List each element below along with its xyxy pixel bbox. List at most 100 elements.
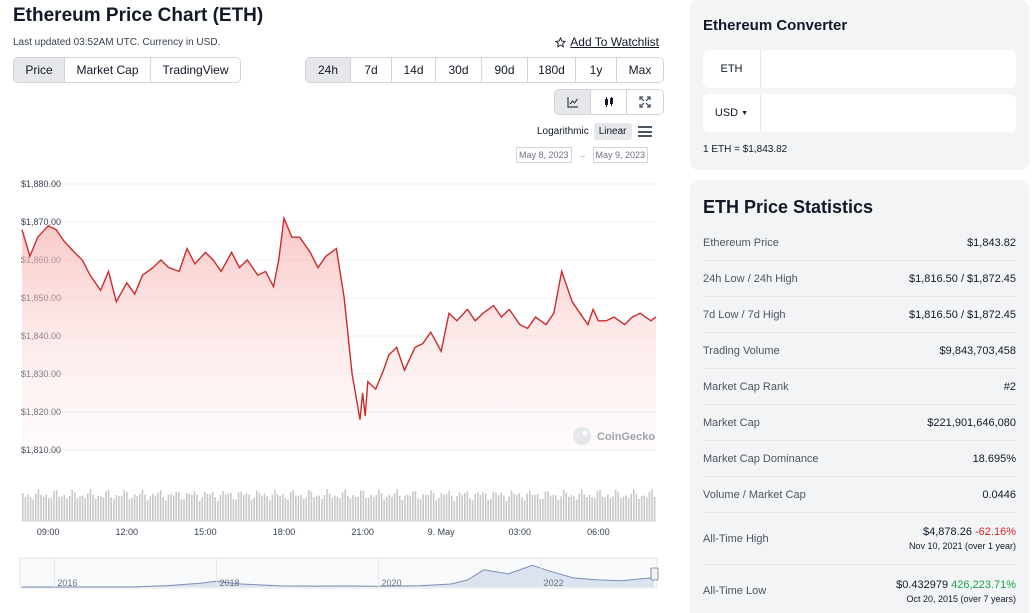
volume-bar <box>508 496 510 521</box>
stat-label: 7d Low / 7d High <box>703 308 786 321</box>
range-14d[interactable]: 14d <box>392 58 436 82</box>
all-time-low-row: All-Time Low $0.432979 426,223.71% Oct 2… <box>703 565 1016 613</box>
volume-bar <box>391 496 393 521</box>
navigator-tick-label: 2016 <box>57 578 77 588</box>
stat-row: Volume / Market Cap 0.0446 <box>703 477 1016 513</box>
atl-value: $0.432979 <box>896 578 949 591</box>
volume-bar <box>313 497 315 521</box>
ath-value: $4,878.26 <box>923 526 972 538</box>
range-180d[interactable]: 180d <box>528 58 576 82</box>
tab-tradingview[interactable]: TradingView <box>151 58 240 82</box>
volume-bar <box>432 493 435 521</box>
volume-bar <box>373 497 375 521</box>
range-90d[interactable]: 90d <box>482 58 528 82</box>
line-chart-button[interactable] <box>555 90 591 114</box>
tab-market-cap[interactable]: Market Cap <box>65 58 151 82</box>
range-max[interactable]: Max <box>617 58 663 82</box>
volume-bar <box>287 499 289 521</box>
navigator-handle[interactable] <box>650 567 659 581</box>
volume-bar <box>557 499 560 521</box>
volume-bar <box>214 497 216 521</box>
volume-bar <box>456 496 458 521</box>
volume-bar <box>198 500 201 521</box>
usd-amount-input[interactable] <box>761 94 1016 132</box>
stat-label: 24h Low / 24h High <box>703 272 798 285</box>
x-tick-label: 15:00 <box>194 527 217 537</box>
volume-bar <box>97 495 99 521</box>
fullscreen-button[interactable] <box>627 90 663 114</box>
volume-bar <box>89 489 92 521</box>
linear-option[interactable]: Linear <box>593 123 632 140</box>
price-statistics-card: ETH Price Statistics Ethereum Price $1,84… <box>690 180 1029 613</box>
volume-bar <box>477 492 479 521</box>
volume-bar <box>289 492 292 521</box>
stat-value: $1,816.50 / $1,872.45 <box>908 272 1016 285</box>
volume-bar <box>591 497 593 521</box>
stat-value: $9,843,703,458 <box>939 344 1016 357</box>
volume-bar <box>531 494 534 521</box>
volume-bar <box>84 498 86 521</box>
stat-row: Market Cap Rank #2 <box>703 369 1016 405</box>
price-chart[interactable]: $1,880.00$1,870.00$1,860.00$1,850.00$1,8… <box>0 170 670 610</box>
usd-amount-row: USD ▼ <box>703 94 1016 132</box>
range-7d[interactable]: 7d <box>351 58 392 82</box>
volume-bar <box>640 495 643 521</box>
date-from-input[interactable]: May 8, 2023 <box>516 147 572 163</box>
volume-bar <box>222 491 224 521</box>
volume-bar <box>643 495 645 521</box>
volume-bar <box>539 499 541 521</box>
volume-bar <box>443 494 445 521</box>
volume-bar <box>253 497 255 521</box>
volume-bar <box>266 496 268 521</box>
volume-bar <box>120 495 123 521</box>
volume-bar <box>586 497 588 521</box>
range-24h[interactable]: 24h <box>306 58 351 82</box>
scale-switch: Logarithmic Linear <box>537 123 652 140</box>
chart-menu-icon[interactable] <box>637 126 652 137</box>
volume-bar <box>401 499 404 521</box>
volume-bar <box>534 494 536 521</box>
tab-price[interactable]: Price <box>14 58 65 82</box>
volume-bar <box>292 490 294 521</box>
volume-bar <box>409 496 411 521</box>
volume-bar <box>451 495 453 521</box>
volume-bar <box>609 498 612 521</box>
date-to-input[interactable]: May 9, 2023 <box>592 147 649 163</box>
volume-bar <box>526 493 528 521</box>
stat-row: 7d Low / 7d High $1,816.50 / $1,872.45 <box>703 297 1016 333</box>
converter-title: Ethereum Converter <box>703 17 848 34</box>
stat-value: $221,901,646,080 <box>927 416 1016 429</box>
atl-date: Oct 20, 2015 (over 7 years) <box>906 593 1016 604</box>
volume-bar <box>544 491 547 521</box>
candlestick-icon <box>604 97 613 107</box>
range-30d[interactable]: 30d <box>436 58 482 82</box>
range-1y[interactable]: 1y <box>576 58 617 82</box>
volume-bar <box>42 496 45 521</box>
usd-currency-dropdown[interactable]: USD ▼ <box>703 94 761 132</box>
chart-type-tabs: Price Market Cap TradingView <box>13 57 241 83</box>
logarithmic-option[interactable]: Logarithmic <box>537 126 589 137</box>
add-to-watchlist-link[interactable]: Add To Watchlist <box>555 35 659 49</box>
volume-bar <box>334 495 336 521</box>
volume-bar <box>453 500 456 521</box>
volume-bar <box>326 489 328 521</box>
stat-value: $0.432979 426,223.71% Oct 20, 2015 (over… <box>896 579 1016 604</box>
volume-bar <box>76 498 79 521</box>
volume-bar <box>115 494 118 521</box>
volume-bar <box>425 494 427 521</box>
volume-bar <box>79 496 81 521</box>
x-tick-label: 18:00 <box>273 527 296 537</box>
range-navigator[interactable]: 2016 2018 2020 2022 <box>19 557 659 589</box>
volume-bar <box>388 494 391 521</box>
volume-bar <box>35 493 37 521</box>
volume-bar <box>349 498 352 521</box>
stat-value: $1,816.50 / $1,872.45 <box>908 308 1016 321</box>
eth-amount-input[interactable] <box>761 50 1016 88</box>
volume-bar <box>237 492 240 521</box>
volume-bar <box>599 490 601 521</box>
volume-bar <box>274 489 276 521</box>
volume-bar <box>339 498 341 521</box>
x-tick-label: 09:00 <box>37 527 60 537</box>
candlestick-button[interactable] <box>591 90 627 114</box>
volume-bar <box>607 495 609 521</box>
